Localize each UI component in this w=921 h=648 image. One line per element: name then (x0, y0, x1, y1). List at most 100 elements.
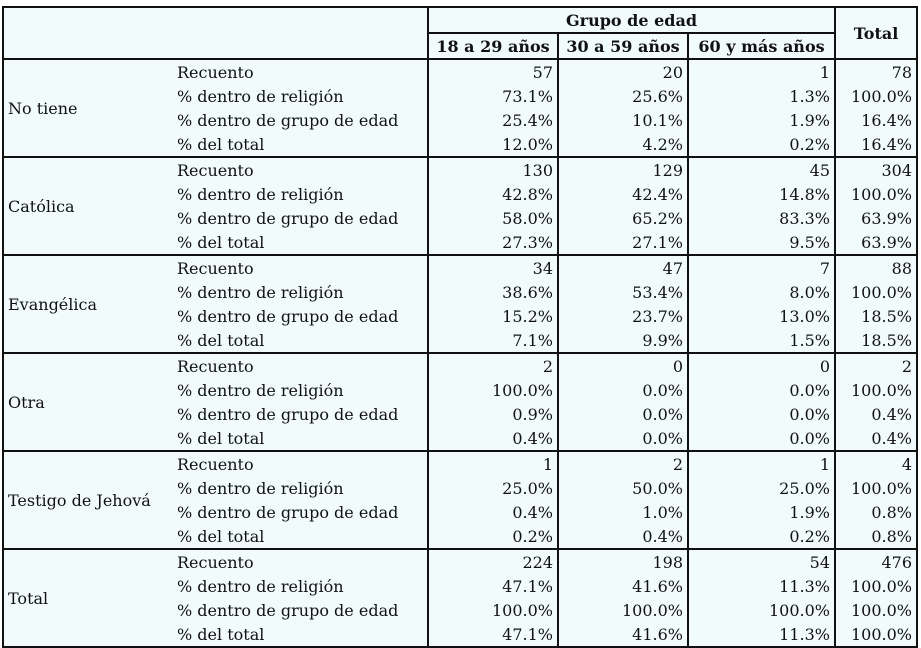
value-cell: 7 (687, 254, 836, 280)
statistic-label: % dentro de religión (173, 378, 429, 402)
total-cell: 0.4% (834, 426, 918, 452)
total-cell: 4 (834, 450, 918, 476)
statistic-label: Recuento (173, 548, 429, 574)
total-cell: 0.8% (834, 524, 918, 550)
value-cell: 2 (427, 352, 559, 378)
statistic-label: % dentro de grupo de edad (173, 598, 429, 622)
value-cell: 0.0% (557, 426, 689, 452)
table-row: % dentro de religión 42.8% 42.4% 14.8% 100.0… (3, 182, 918, 206)
value-cell: 100.0% (427, 378, 559, 402)
table-row: Total Recuento 224 198 54 476 (2, 548, 918, 648)
value-cell: 1.9% (687, 500, 836, 524)
value-cell: 1 (687, 450, 836, 476)
total-cell: 0.4% (834, 402, 918, 426)
value-cell: 11.3% (687, 622, 836, 648)
table-row: % dentro de religión 100.0% 0.0% 0.0% 100.0% (3, 378, 918, 402)
value-cell: 27.3% (427, 230, 559, 256)
age-group-header: Grupo de edad (427, 6, 836, 34)
statistic-label: % del total (173, 426, 429, 452)
value-cell: 25.0% (687, 476, 836, 500)
value-cell: 42.4% (557, 182, 689, 206)
value-cell: 10.1% (557, 108, 689, 132)
statistic-label: % dentro de grupo de edad (173, 206, 429, 230)
group-label: No tiene (2, 58, 173, 158)
value-cell: 130 (427, 156, 559, 182)
value-cell: 45 (687, 156, 836, 182)
value-cell: 73.1% (427, 84, 559, 108)
statistic-label: % dentro de religión (173, 476, 429, 500)
statistic-label: % dentro de religión (173, 182, 429, 206)
value-cell: 1.9% (687, 108, 836, 132)
value-cell: 34 (427, 254, 559, 280)
total-cell: 2 (834, 352, 918, 378)
total-cell: 88 (834, 254, 918, 280)
value-cell: 100.0% (427, 598, 559, 622)
total-header: Total (834, 6, 918, 60)
statistic-label: Recuento (173, 254, 429, 280)
value-cell: 12.0% (427, 132, 559, 158)
column-header: 60 y más años (687, 32, 836, 60)
value-cell: 65.2% (557, 206, 689, 230)
value-cell: 1.5% (687, 328, 836, 354)
corner-cell (2, 6, 429, 60)
statistic-label: Recuento (173, 156, 429, 182)
value-cell: 100.0% (557, 598, 689, 622)
value-cell: 15.2% (427, 304, 559, 328)
value-cell: 0.4% (427, 500, 559, 524)
value-cell: 47 (557, 254, 689, 280)
value-cell: 129 (557, 156, 689, 182)
value-cell: 83.3% (687, 206, 836, 230)
statistic-label: % dentro de religión (173, 574, 429, 598)
table-row: % dentro de religión 38.6% 53.4% 8.0% 100.0% (3, 280, 918, 304)
statistic-label: % dentro de religión (173, 280, 429, 304)
statistic-label: % dentro de grupo de edad (173, 108, 429, 132)
value-cell: 0.0% (687, 378, 836, 402)
group-label: Católica (2, 156, 173, 256)
value-cell: 8.0% (687, 280, 836, 304)
value-cell: 25.0% (427, 476, 559, 500)
value-cell: 0.2% (687, 524, 836, 550)
value-cell: 1.3% (687, 84, 836, 108)
value-cell: 0.0% (687, 402, 836, 426)
value-cell: 0.0% (557, 402, 689, 426)
value-cell: 27.1% (557, 230, 689, 256)
column-header: 18 a 29 años (427, 32, 559, 60)
value-cell: 2 (557, 450, 689, 476)
statistic-label: Recuento (173, 352, 429, 378)
value-cell: 57 (427, 58, 559, 84)
total-cell: 304 (834, 156, 918, 182)
table-body: No tiene Recuento 57 20 1 78% dentro de relig… (2, 58, 918, 648)
value-cell: 0.9% (427, 402, 559, 426)
value-cell: 20 (557, 58, 689, 84)
statistic-label: % dentro de grupo de edad (173, 500, 429, 524)
statistic-label: % del total (173, 524, 429, 550)
value-cell: 0.2% (687, 132, 836, 158)
total-cell: 100.0% (834, 476, 918, 500)
value-cell: 53.4% (557, 280, 689, 304)
table-row: No tiene Recuento 57 20 1 78 (2, 58, 918, 158)
value-cell: 9.9% (557, 328, 689, 354)
value-cell: 54 (687, 548, 836, 574)
value-cell: 38.6% (427, 280, 559, 304)
value-cell: 0 (557, 352, 689, 378)
table-row: % del total 7.1% 9.9% 1.5% 18.5% (3, 328, 918, 354)
total-cell: 476 (834, 548, 918, 574)
group-label: Testigo de Jehová (2, 450, 173, 550)
value-cell: 47.1% (427, 622, 559, 648)
value-cell: 9.5% (687, 230, 836, 256)
value-cell: 58.0% (427, 206, 559, 230)
value-cell: 0.4% (427, 426, 559, 452)
table-row: % del total 0.2% 0.4% 0.2% 0.8% (3, 524, 918, 550)
value-cell: 23.7% (557, 304, 689, 328)
table-row: % dentro de religión 73.1% 25.6% 1.3% 100.0% (3, 84, 918, 108)
total-cell: 63.9% (834, 206, 918, 230)
table-row: % del total 27.3% 27.1% 9.5% 63.9% (3, 230, 918, 256)
table-row: Otra Recuento 2 0 0 2 (2, 352, 918, 452)
value-cell: 1.0% (557, 500, 689, 524)
table-row: Testigo de Jehová Recuento 1 2 1 4 (2, 450, 918, 550)
statistic-label: % del total (173, 230, 429, 256)
table-row: % dentro de grupo de edad 25.4% 10.1% 1.9% 1… (3, 108, 918, 132)
crosstab-container: Grupo de edad Total 18 a 29 años 30 a 59… (2, 6, 918, 648)
crosstab-table: Grupo de edad Total 18 a 29 años 30 a 59… (2, 6, 918, 648)
table-row: % dentro de grupo de edad 0.4% 1.0% 1.9% 0.8… (3, 500, 918, 524)
